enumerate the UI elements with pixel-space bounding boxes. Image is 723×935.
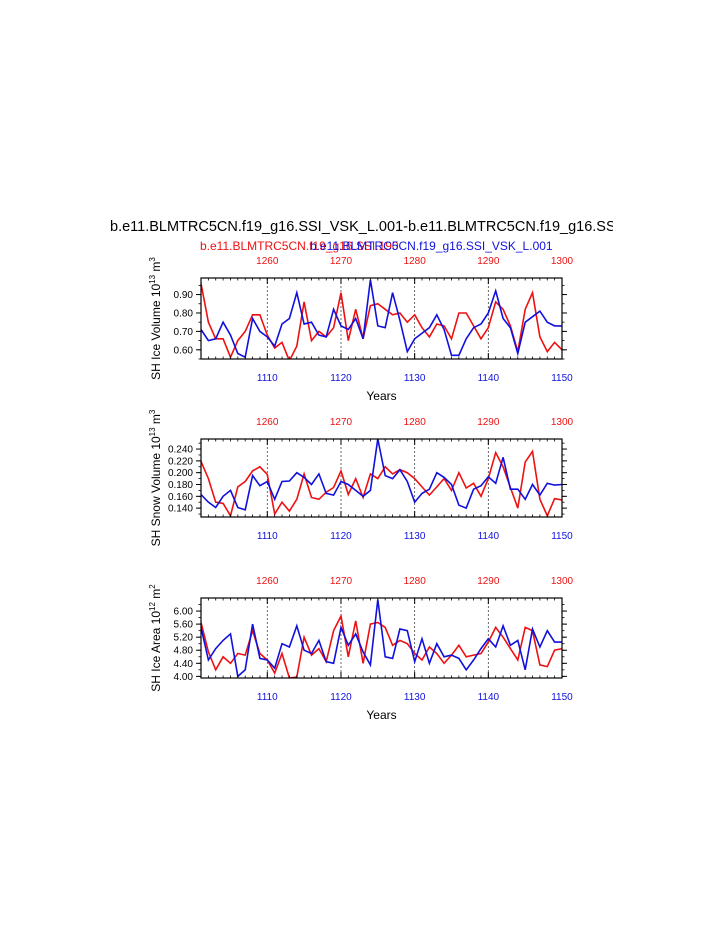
top-tick-label: 1300 xyxy=(551,256,574,267)
bottom-tick-label: 1130 xyxy=(404,531,426,542)
y-axis-label: SH Ice Area 1012 m2 xyxy=(148,584,163,692)
case-blue-label: b.e11.BLMTRC5CN.f19_g16.SSI_VSK_L.001 xyxy=(310,239,553,253)
top-tick-label: 1290 xyxy=(477,417,500,428)
bottom-tick-label: 1110 xyxy=(257,373,278,384)
top-tick-label: 1290 xyxy=(477,256,500,267)
bottom-tick-label: 1150 xyxy=(551,692,573,703)
snow-volume-panel: 1110 1120 1130 1140 1150 1260 1270 1280 1290 1300… xyxy=(148,409,574,546)
series-line-red xyxy=(201,283,562,359)
top-tick-label: 1260 xyxy=(256,417,279,428)
y-axis-label: SH Snow Volume 1013 m3 xyxy=(148,409,163,546)
series-line-blue xyxy=(201,279,562,359)
figure-title: b.e11.BLMTRC5CN.f19_g16.SSI_VSK_L.001-b.… xyxy=(110,219,638,235)
top-tick-label: 1260 xyxy=(256,576,279,587)
y-tick-label: 5.20 xyxy=(174,633,194,644)
bottom-tick-label: 1150 xyxy=(551,531,573,542)
plot-frame xyxy=(200,438,563,518)
y-tick-label: 4.80 xyxy=(174,646,194,657)
bottom-tick-label: 1120 xyxy=(330,373,352,384)
top-tick-label: 1280 xyxy=(404,576,427,587)
top-tick-label: 1280 xyxy=(404,417,427,428)
y-tick-label: 0.180 xyxy=(168,480,193,491)
y-tick-label: 4.00 xyxy=(174,672,194,683)
bottom-tick-label: 1110 xyxy=(257,531,278,542)
bottom-tick-label: 1150 xyxy=(551,373,573,384)
y-tick-label: 0.60 xyxy=(174,345,194,356)
series-line-blue xyxy=(201,439,562,511)
y-tick-label: 6.00 xyxy=(174,607,194,618)
top-tick-label: 1270 xyxy=(330,576,353,587)
y-tick-label: 0.90 xyxy=(174,290,194,301)
bottom-tick-label: 1110 xyxy=(257,692,278,703)
x-axis-label: Years xyxy=(366,708,396,722)
plot-frame xyxy=(200,597,563,679)
top-tick-label: 1290 xyxy=(477,576,500,587)
x-axis-label: Years xyxy=(366,389,396,403)
y-tick-label: 0.220 xyxy=(168,456,193,467)
top-tick-label: 1260 xyxy=(256,256,279,267)
y-tick-label: 0.70 xyxy=(174,327,194,338)
top-tick-label: 1270 xyxy=(330,417,353,428)
bottom-tick-label: 1140 xyxy=(478,373,500,384)
bottom-tick-label: 1130 xyxy=(404,692,426,703)
y-tick-label: 0.240 xyxy=(168,445,193,456)
bottom-tick-label: 1130 xyxy=(404,373,426,384)
bottom-tick-label: 1140 xyxy=(478,531,500,542)
ice-area-panel: 1110 1120 1130 1140 1150 1260 1270 1280 1290 1300… xyxy=(148,576,574,722)
bottom-tick-label: 1120 xyxy=(330,531,352,542)
series-line-blue xyxy=(201,599,562,678)
bottom-tick-label: 1120 xyxy=(330,692,352,703)
y-tick-label: 0.80 xyxy=(174,308,194,319)
y-tick-label: 4.40 xyxy=(174,659,194,670)
case-red-label: b.e11.BLMTRC5CN.f19_g16.SSI.190 xyxy=(200,239,399,253)
y-tick-label: 5.60 xyxy=(174,620,194,631)
top-tick-label: 1270 xyxy=(330,256,353,267)
y-tick-label: 0.140 xyxy=(168,504,193,515)
y-tick-label: 0.160 xyxy=(168,492,193,503)
plot-frame xyxy=(200,277,563,360)
bottom-tick-label: 1140 xyxy=(478,692,500,703)
top-tick-label: 1300 xyxy=(551,576,574,587)
y-tick-label: 0.200 xyxy=(168,468,193,479)
y-axis-label: SH Ice Volume 1013 m3 xyxy=(148,257,163,380)
top-tick-label: 1280 xyxy=(404,256,427,267)
top-tick-label: 1300 xyxy=(551,417,574,428)
ice-volume-panel: 1110 1120 1130 1140 1150 1260 1270 1280 1290 1300… xyxy=(148,256,574,403)
